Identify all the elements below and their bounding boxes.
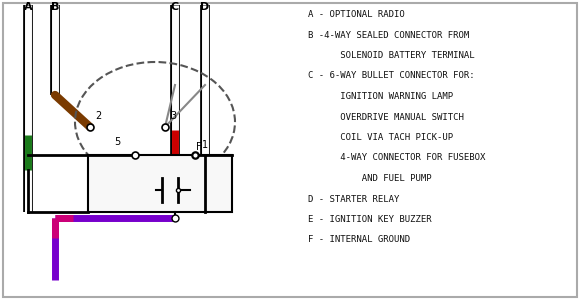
Text: 3: 3 xyxy=(170,111,176,121)
Text: SOLENOID BATTERY TERMINAL: SOLENOID BATTERY TERMINAL xyxy=(308,51,474,60)
Text: AND FUEL PUMP: AND FUEL PUMP xyxy=(308,174,432,183)
Text: A - OPTIONAL RADIO: A - OPTIONAL RADIO xyxy=(308,10,405,19)
Text: 1: 1 xyxy=(202,140,208,150)
Text: D: D xyxy=(200,2,209,12)
Text: A: A xyxy=(24,2,32,12)
Text: D - STARTER RELAY: D - STARTER RELAY xyxy=(308,194,400,203)
Text: E - IGNITION KEY BUZZER: E - IGNITION KEY BUZZER xyxy=(308,215,432,224)
Text: C - 6-WAY BULLET CONNECTOR FOR:: C - 6-WAY BULLET CONNECTOR FOR: xyxy=(308,71,474,80)
Text: IGNITION WARNING LAMP: IGNITION WARNING LAMP xyxy=(308,92,453,101)
Text: COIL VIA TACH PICK-UP: COIL VIA TACH PICK-UP xyxy=(308,133,453,142)
Text: F - INTERNAL GROUND: F - INTERNAL GROUND xyxy=(308,236,410,244)
Text: 2: 2 xyxy=(95,111,101,121)
Text: 5: 5 xyxy=(114,137,120,147)
Text: C: C xyxy=(171,2,179,12)
Text: B: B xyxy=(51,2,59,12)
Text: F: F xyxy=(196,142,202,152)
Text: B -4-WAY SEALED CONNECTOR FROM: B -4-WAY SEALED CONNECTOR FROM xyxy=(308,31,469,40)
Text: 4-WAY CONNECTOR FOR FUSEBOX: 4-WAY CONNECTOR FOR FUSEBOX xyxy=(308,154,485,163)
Bar xyxy=(88,155,232,212)
Text: OVERDRIVE MANUAL SWITCH: OVERDRIVE MANUAL SWITCH xyxy=(308,112,464,122)
